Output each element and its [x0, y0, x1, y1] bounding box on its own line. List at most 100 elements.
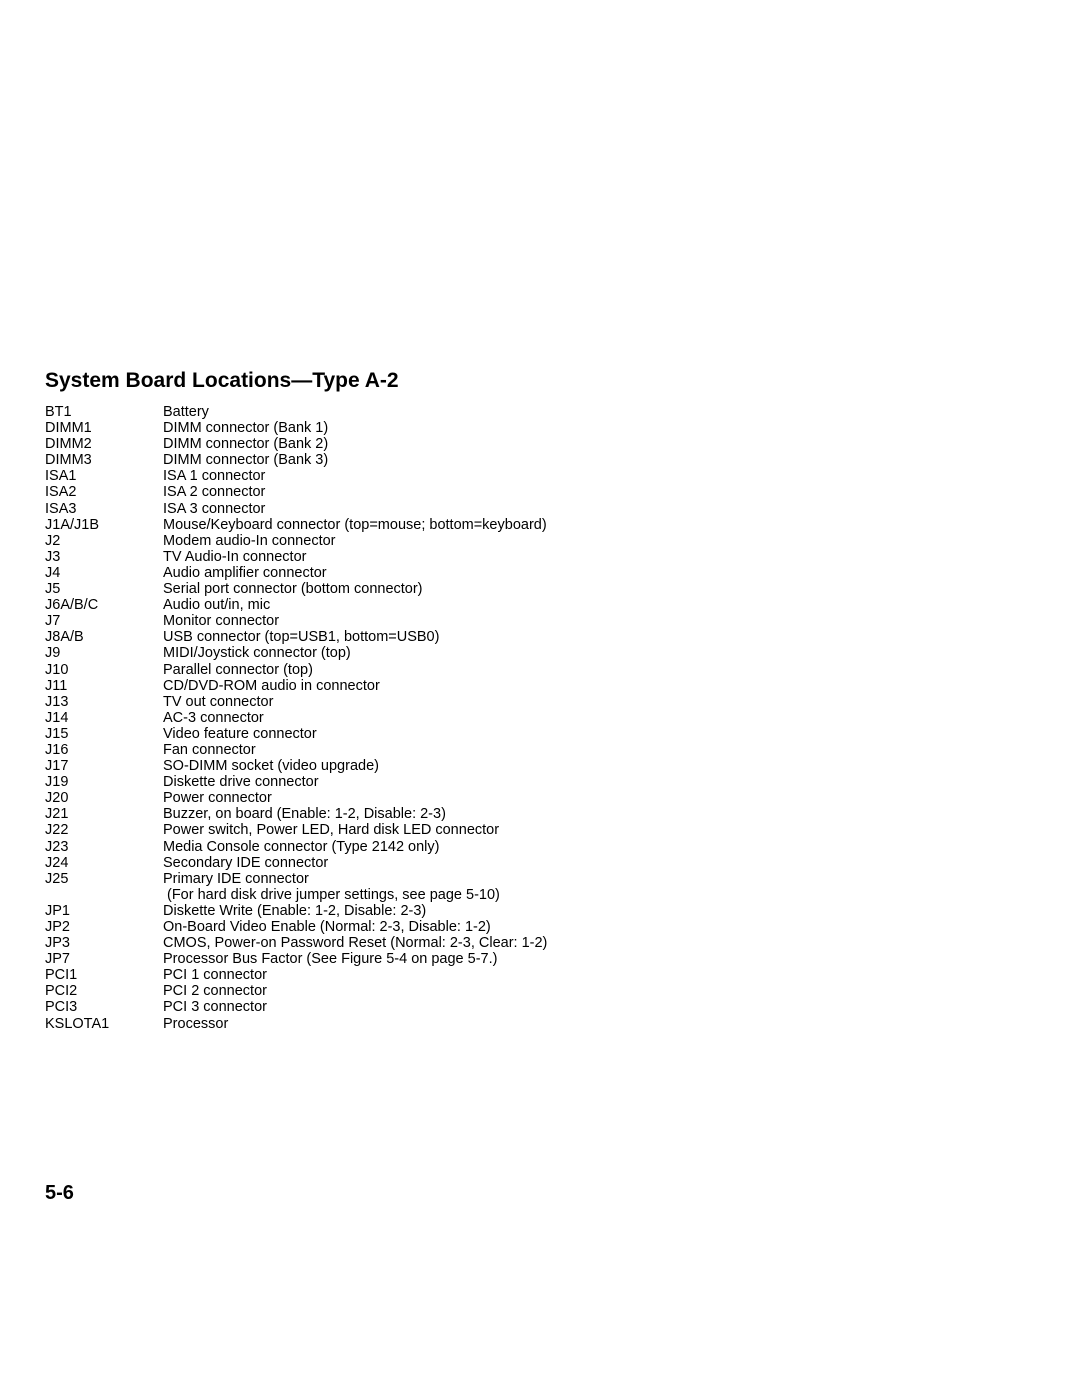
table-row: J15Video feature connector [45, 726, 945, 742]
table-row: DIMM2DIMM connector (Bank 2) [45, 436, 945, 452]
row-description: Mouse/Keyboard connector (top=mouse; bot… [163, 517, 945, 533]
row-description: ISA 3 connector [163, 501, 945, 517]
table-row: PCI3PCI 3 connector [45, 999, 945, 1015]
row-label: J19 [45, 774, 163, 790]
row-description: Fan connector [163, 742, 945, 758]
row-description: Processor Bus Factor (See Figure 5-4 on … [163, 951, 945, 967]
row-label: J20 [45, 790, 163, 806]
row-label: JP3 [45, 935, 163, 951]
table-row: J23Media Console connector (Type 2142 on… [45, 839, 945, 855]
row-label: J1A/J1B [45, 517, 163, 533]
row-label: J14 [45, 710, 163, 726]
row-label: J6A/B/C [45, 597, 163, 613]
table-row: PCI2PCI 2 connector [45, 983, 945, 999]
row-description: Processor [163, 1016, 945, 1032]
table-row: J13TV out connector [45, 694, 945, 710]
row-label: ISA2 [45, 484, 163, 500]
row-label: J2 [45, 533, 163, 549]
row-description: ISA 1 connector [163, 468, 945, 484]
row-description: On-Board Video Enable (Normal: 2-3, Disa… [163, 919, 945, 935]
table-row: J17SO-DIMM socket (video upgrade) [45, 758, 945, 774]
table-row: DIMM3DIMM connector (Bank 3) [45, 452, 945, 468]
row-label: J22 [45, 822, 163, 838]
table-row: JP2On-Board Video Enable (Normal: 2-3, D… [45, 919, 945, 935]
table-row: J7Monitor connector [45, 613, 945, 629]
table-row: J4Audio amplifier connector [45, 565, 945, 581]
row-label: J21 [45, 806, 163, 822]
table-row: DIMM1DIMM connector (Bank 1) [45, 420, 945, 436]
row-description: Monitor connector [163, 613, 945, 629]
row-label: PCI3 [45, 999, 163, 1015]
board-locations-list: BT1BatteryDIMM1DIMM connector (Bank 1)DI… [45, 404, 945, 1032]
table-row: ISA1ISA 1 connector [45, 468, 945, 484]
table-row: ISA2ISA 2 connector [45, 484, 945, 500]
table-row: JP3CMOS, Power-on Password Reset (Normal… [45, 935, 945, 951]
row-description: Audio out/in, mic [163, 597, 945, 613]
row-description: SO-DIMM socket (video upgrade) [163, 758, 945, 774]
section-heading: System Board Locations—Type A-2 [45, 369, 399, 393]
row-description: Power switch, Power LED, Hard disk LED c… [163, 822, 945, 838]
table-row: J5Serial port connector (bottom connecto… [45, 581, 945, 597]
row-label: ISA1 [45, 468, 163, 484]
row-description: USB connector (top=USB1, bottom=USB0) [163, 629, 945, 645]
row-label: JP1 [45, 903, 163, 919]
row-description: Parallel connector (top) [163, 662, 945, 678]
table-row: J1A/J1BMouse/Keyboard connector (top=mou… [45, 517, 945, 533]
table-row: J9MIDI/Joystick connector (top) [45, 645, 945, 661]
table-row: J11CD/DVD-ROM audio in connector [45, 678, 945, 694]
table-row: ISA3ISA 3 connector [45, 501, 945, 517]
row-description: Audio amplifier connector [163, 565, 945, 581]
row-label: PCI2 [45, 983, 163, 999]
row-label: J3 [45, 549, 163, 565]
row-label: PCI1 [45, 967, 163, 983]
row-label: J8A/B [45, 629, 163, 645]
row-label: DIMM2 [45, 436, 163, 452]
table-row: JP7Processor Bus Factor (See Figure 5-4 … [45, 951, 945, 967]
row-label: JP7 [45, 951, 163, 967]
table-row: J24Secondary IDE connector [45, 855, 945, 871]
table-row: J14AC-3 connector [45, 710, 945, 726]
row-label: J17 [45, 758, 163, 774]
row-description: TV out connector [163, 694, 945, 710]
row-label: DIMM1 [45, 420, 163, 436]
row-description: PCI 2 connector [163, 983, 945, 999]
table-row: PCI1PCI 1 connector [45, 967, 945, 983]
row-sub-note: (For hard disk drive jumper settings, se… [167, 887, 945, 903]
row-description: PCI 3 connector [163, 999, 945, 1015]
row-label: J16 [45, 742, 163, 758]
row-label: J13 [45, 694, 163, 710]
row-label: ISA3 [45, 501, 163, 517]
page-number: 5-6 [45, 1182, 74, 1205]
row-label: BT1 [45, 404, 163, 420]
row-description: Media Console connector (Type 2142 only) [163, 839, 945, 855]
row-label: J9 [45, 645, 163, 661]
row-label: KSLOTA1 [45, 1016, 163, 1032]
table-row: J25Primary IDE connector [45, 871, 945, 887]
row-label: JP2 [45, 919, 163, 935]
table-row: J16Fan connector [45, 742, 945, 758]
row-label: J25 [45, 871, 163, 887]
table-row: JP1Diskette Write (Enable: 1-2, Disable:… [45, 903, 945, 919]
row-description: Secondary IDE connector [163, 855, 945, 871]
table-row: J8A/BUSB connector (top=USB1, bottom=USB… [45, 629, 945, 645]
row-description: Modem audio-In connector [163, 533, 945, 549]
row-description: DIMM connector (Bank 1) [163, 420, 945, 436]
row-description: CMOS, Power-on Password Reset (Normal: 2… [163, 935, 945, 951]
row-label: J5 [45, 581, 163, 597]
table-row: KSLOTA1Processor [45, 1016, 945, 1032]
row-label: J7 [45, 613, 163, 629]
row-description: AC-3 connector [163, 710, 945, 726]
row-description: DIMM connector (Bank 2) [163, 436, 945, 452]
table-row: J2Modem audio-In connector [45, 533, 945, 549]
row-label: J10 [45, 662, 163, 678]
row-description: Diskette drive connector [163, 774, 945, 790]
row-description: Power connector [163, 790, 945, 806]
row-label: J4 [45, 565, 163, 581]
row-label: DIMM3 [45, 452, 163, 468]
row-description: MIDI/Joystick connector (top) [163, 645, 945, 661]
row-description: Primary IDE connector [163, 871, 945, 887]
table-row: J21Buzzer, on board (Enable: 1-2, Disabl… [45, 806, 945, 822]
row-description: TV Audio-In connector [163, 549, 945, 565]
table-row: J6A/B/CAudio out/in, mic [45, 597, 945, 613]
table-row: J20Power connector [45, 790, 945, 806]
